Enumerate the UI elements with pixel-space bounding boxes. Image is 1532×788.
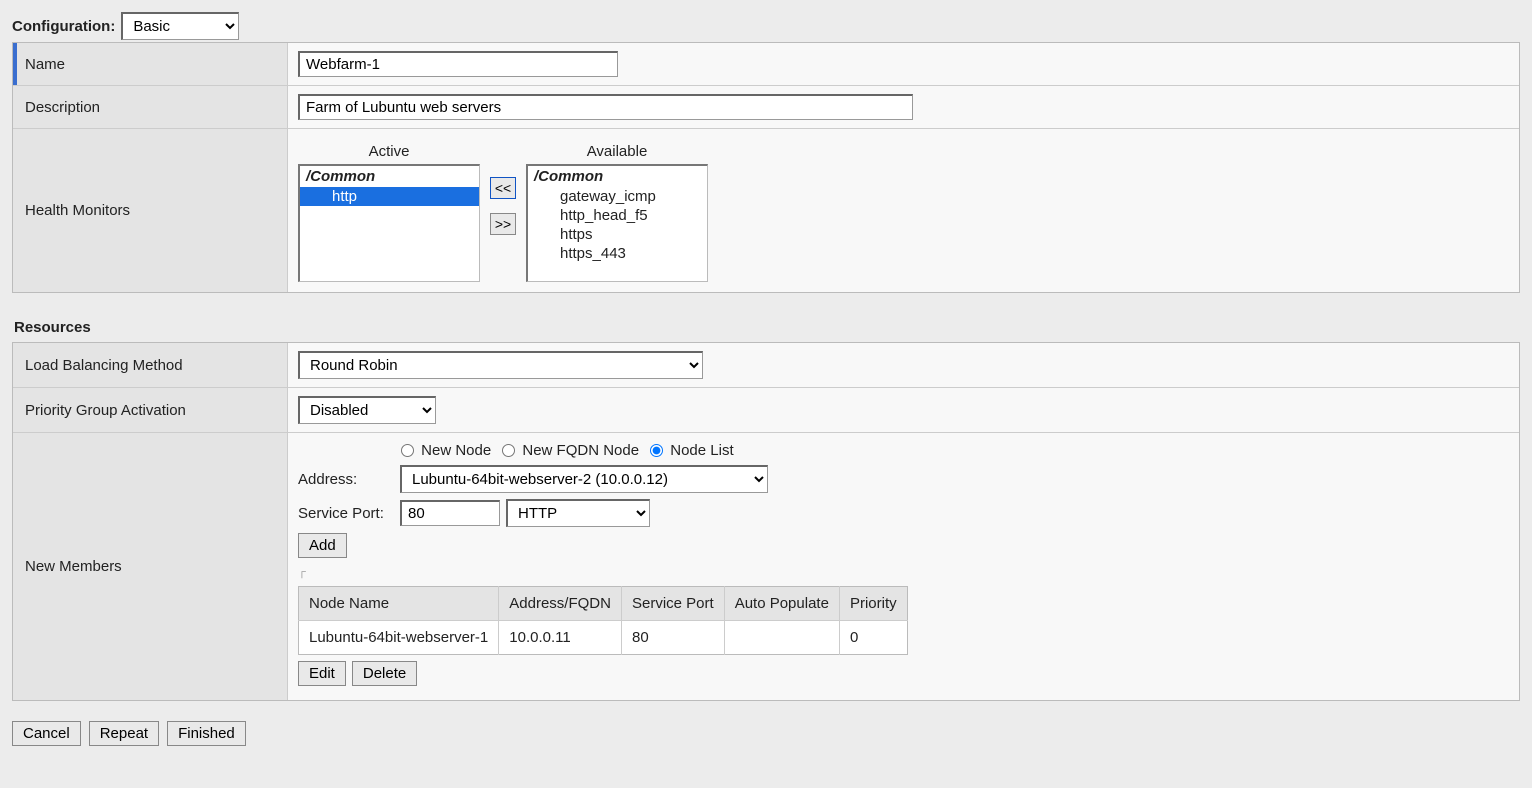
members-table-header: Address/FQDN [499, 587, 622, 621]
list-group: /Common [528, 166, 707, 187]
members-table-cell: 0 [839, 621, 907, 655]
description-label: Description [13, 86, 288, 128]
address-label: Address: [298, 471, 394, 488]
general-panel: Name Description Health Monitors Active … [12, 42, 1520, 293]
active-list[interactable]: /Commonhttp [298, 164, 480, 282]
active-column: Active /Commonhttp [298, 143, 480, 282]
health-monitors-dual-list: Active /Commonhttp << >> Available /Comm… [298, 137, 708, 284]
list-item[interactable]: http [300, 187, 479, 206]
add-button[interactable]: Add [298, 533, 347, 558]
edit-button[interactable]: Edit [298, 661, 346, 686]
resources-heading: Resources [14, 319, 1520, 336]
configuration-line: Configuration: Basic [12, 12, 1520, 40]
members-table-header: Priority [839, 587, 907, 621]
delete-button[interactable]: Delete [352, 661, 417, 686]
table-corner-tick: ┌ [298, 566, 1509, 578]
service-port-label: Service Port: [298, 505, 394, 522]
address-select[interactable]: Lubuntu-64bit-webserver-2 (10.0.0.12) [400, 465, 768, 493]
row-description: Description [13, 86, 1519, 129]
node-type-radio-label[interactable]: Node List [645, 442, 734, 459]
members-table-header: Auto Populate [724, 587, 839, 621]
pga-label: Priority Group Activation [13, 388, 288, 432]
available-header: Available [587, 143, 648, 160]
row-new-members: New Members New Node New FQDN Node Node … [13, 433, 1519, 700]
finished-button[interactable]: Finished [167, 721, 246, 746]
node-type-radio-label[interactable]: New FQDN Node [497, 442, 639, 459]
list-item[interactable]: gateway_icmp [528, 187, 707, 206]
cancel-button[interactable]: Cancel [12, 721, 81, 746]
health-monitors-label: Health Monitors [13, 129, 288, 292]
members-table-header: Node Name [299, 587, 499, 621]
row-pga: Priority Group Activation Disabled [13, 388, 1519, 433]
members-table-header: Service Port [621, 587, 724, 621]
resources-panel: Load Balancing Method Round Robin Priori… [12, 342, 1520, 701]
members-table: Node NameAddress/FQDNService PortAuto Po… [298, 586, 908, 655]
footer-buttons: Cancel Repeat Finished [12, 721, 1520, 746]
members-table-cell: 80 [621, 621, 724, 655]
pga-select[interactable]: Disabled [298, 396, 436, 424]
available-list[interactable]: /Commongateway_icmphttp_head_f5httpshttp… [526, 164, 708, 282]
new-members-label: New Members [13, 433, 288, 700]
node-type-radio[interactable] [650, 444, 663, 457]
node-type-radio-label[interactable]: New Node [396, 442, 491, 459]
row-health-monitors: Health Monitors Active /Commonhttp << >>… [13, 129, 1519, 292]
list-item[interactable]: https [528, 225, 707, 244]
configuration-select[interactable]: Basic [121, 12, 239, 40]
list-item[interactable]: http_head_f5 [528, 206, 707, 225]
node-type-radio[interactable] [502, 444, 515, 457]
list-group: /Common [300, 166, 479, 187]
description-input[interactable] [298, 94, 913, 120]
list-item[interactable]: https_443 [528, 244, 707, 263]
table-row[interactable]: Lubuntu-64bit-webserver-110.0.0.1180 0 [299, 621, 908, 655]
name-input[interactable] [298, 51, 618, 77]
row-name: Name [13, 43, 1519, 86]
node-type-radios: New Node New FQDN Node Node List [396, 441, 1509, 459]
available-column: Available /Commongateway_icmphttp_head_f… [526, 143, 708, 282]
move-left-button[interactable]: << [490, 177, 516, 199]
lbm-select[interactable]: Round Robin [298, 351, 703, 379]
configuration-label: Configuration: [12, 18, 115, 35]
service-port-proto-select[interactable]: HTTP [506, 499, 650, 527]
swap-buttons: << >> [490, 143, 516, 235]
members-table-cell: 10.0.0.11 [499, 621, 622, 655]
members-table-cell [724, 621, 839, 655]
node-type-radio[interactable] [401, 444, 414, 457]
move-right-button[interactable]: >> [490, 213, 516, 235]
lbm-label: Load Balancing Method [13, 343, 288, 387]
row-lbm: Load Balancing Method Round Robin [13, 343, 1519, 388]
members-table-cell: Lubuntu-64bit-webserver-1 [299, 621, 499, 655]
name-label: Name [13, 43, 288, 85]
active-header: Active [369, 143, 410, 160]
service-port-input[interactable] [400, 500, 500, 526]
repeat-button[interactable]: Repeat [89, 721, 159, 746]
